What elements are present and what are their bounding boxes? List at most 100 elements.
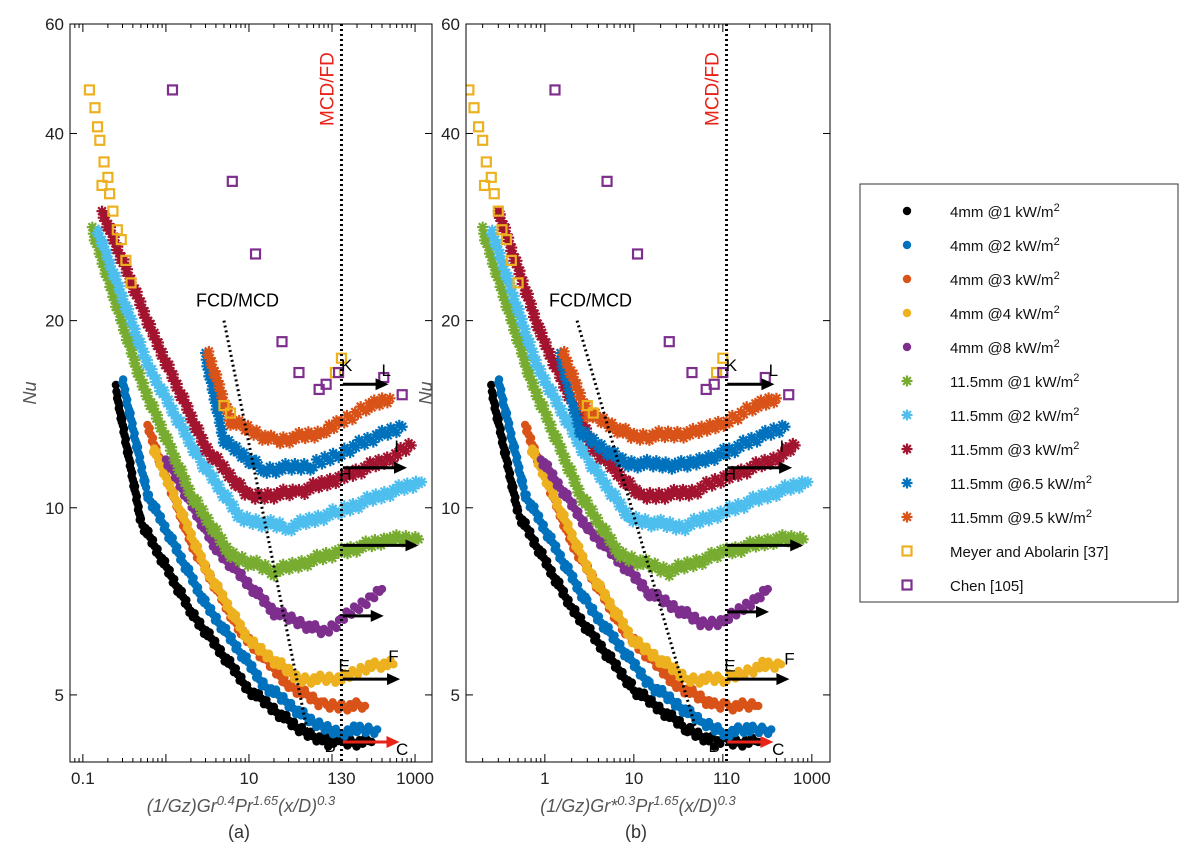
legend-marker	[901, 477, 913, 489]
plot-frame	[465, 23, 831, 763]
data-point	[178, 391, 190, 403]
data-point	[606, 417, 618, 429]
data-point	[152, 409, 164, 421]
legend-marker	[902, 240, 912, 250]
data-point	[105, 221, 117, 233]
data-point	[115, 311, 127, 323]
point-annotation: I	[779, 437, 784, 456]
point-annotation: B	[324, 737, 335, 756]
data-point	[758, 656, 767, 666]
x-axis-label-part: (x/D)	[679, 796, 718, 816]
data-point	[728, 706, 738, 715]
data-point	[93, 224, 105, 236]
data-point	[782, 536, 794, 548]
data-point	[567, 368, 579, 380]
data-point	[738, 742, 747, 751]
data-point	[286, 464, 298, 476]
data-point	[324, 455, 336, 467]
point-annotation: E	[338, 657, 349, 676]
data-point	[538, 547, 547, 557]
data-point	[270, 467, 282, 479]
data-point	[216, 532, 228, 544]
data-point	[715, 450, 727, 462]
series-9	[202, 345, 396, 450]
data-point	[115, 400, 124, 410]
data-point	[212, 451, 224, 463]
data-point	[751, 436, 763, 448]
legend-unit-superscript: 2	[1054, 236, 1060, 248]
data-point	[732, 414, 744, 426]
data-point	[202, 364, 214, 376]
data-point	[573, 483, 585, 495]
data-point	[351, 546, 363, 558]
data-point	[330, 478, 342, 490]
data-point	[760, 399, 772, 411]
legend-label: 4mm @2 kW/m2	[950, 236, 1060, 255]
data-point	[598, 455, 610, 467]
y-tick-label: 40	[441, 124, 460, 143]
data-point	[153, 544, 162, 554]
data-point	[512, 452, 522, 462]
data-point	[197, 503, 209, 515]
data-point	[236, 551, 248, 563]
data-point	[372, 725, 382, 734]
trend-arrow-head	[405, 539, 419, 552]
data-point	[622, 461, 634, 473]
data-point	[623, 555, 635, 567]
data-point	[545, 419, 557, 431]
data-point	[118, 375, 128, 384]
data-point	[202, 357, 214, 369]
data-point	[223, 599, 233, 608]
data-point	[276, 464, 288, 476]
data-point	[233, 507, 245, 519]
trend-arrow-head	[779, 461, 793, 474]
data-point	[669, 565, 681, 577]
data-point	[770, 491, 782, 503]
data-point	[702, 554, 714, 566]
data-point	[767, 725, 776, 734]
data-point	[685, 520, 697, 532]
legend-marker	[901, 545, 913, 557]
data-point	[776, 660, 786, 669]
data-point	[549, 84, 561, 96]
data-point	[171, 378, 183, 390]
data-point	[710, 366, 723, 379]
data-point	[542, 556, 552, 566]
data-point	[211, 523, 223, 535]
data-point	[104, 188, 116, 200]
data-point	[170, 451, 182, 463]
data-point	[173, 497, 183, 507]
data-point	[495, 278, 507, 290]
data-point	[126, 458, 135, 467]
data-point	[187, 529, 196, 538]
data-point	[655, 566, 667, 578]
data-point	[382, 429, 394, 441]
data-point	[773, 455, 785, 467]
series-9	[557, 345, 782, 446]
y-axis-label: Nu	[416, 381, 436, 404]
data-point	[148, 433, 158, 443]
data-point	[191, 445, 203, 457]
data-point	[130, 482, 140, 491]
data-point	[753, 495, 765, 507]
data-point	[734, 442, 746, 454]
x-axis-label-part: (1/Gz)Gr	[147, 796, 218, 816]
data-point	[236, 619, 246, 629]
data-point	[173, 542, 182, 552]
data-point	[170, 574, 179, 584]
data-point	[538, 400, 550, 412]
data-point	[657, 561, 669, 573]
data-point	[276, 336, 288, 348]
data-point	[592, 447, 604, 459]
data-point	[293, 562, 305, 574]
data-point	[637, 558, 649, 570]
data-point	[572, 414, 584, 426]
data-point	[503, 301, 515, 313]
x-axis-label-part: Pr	[635, 796, 654, 816]
data-point	[605, 462, 617, 474]
data-point	[123, 395, 132, 404]
data-point	[615, 472, 627, 484]
data-point	[218, 399, 230, 412]
data-point	[693, 428, 705, 440]
x-tick-label: 110	[713, 769, 740, 788]
